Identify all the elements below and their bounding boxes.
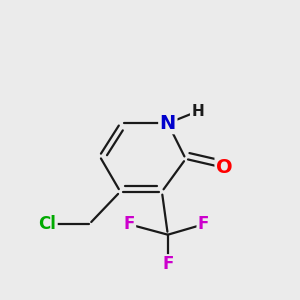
Text: N: N	[160, 114, 176, 133]
Text: Cl: Cl	[38, 215, 56, 233]
Text: H: H	[191, 104, 204, 119]
Text: F: F	[124, 215, 135, 233]
Text: O: O	[216, 158, 232, 177]
Text: F: F	[162, 255, 173, 273]
Text: F: F	[198, 215, 209, 233]
